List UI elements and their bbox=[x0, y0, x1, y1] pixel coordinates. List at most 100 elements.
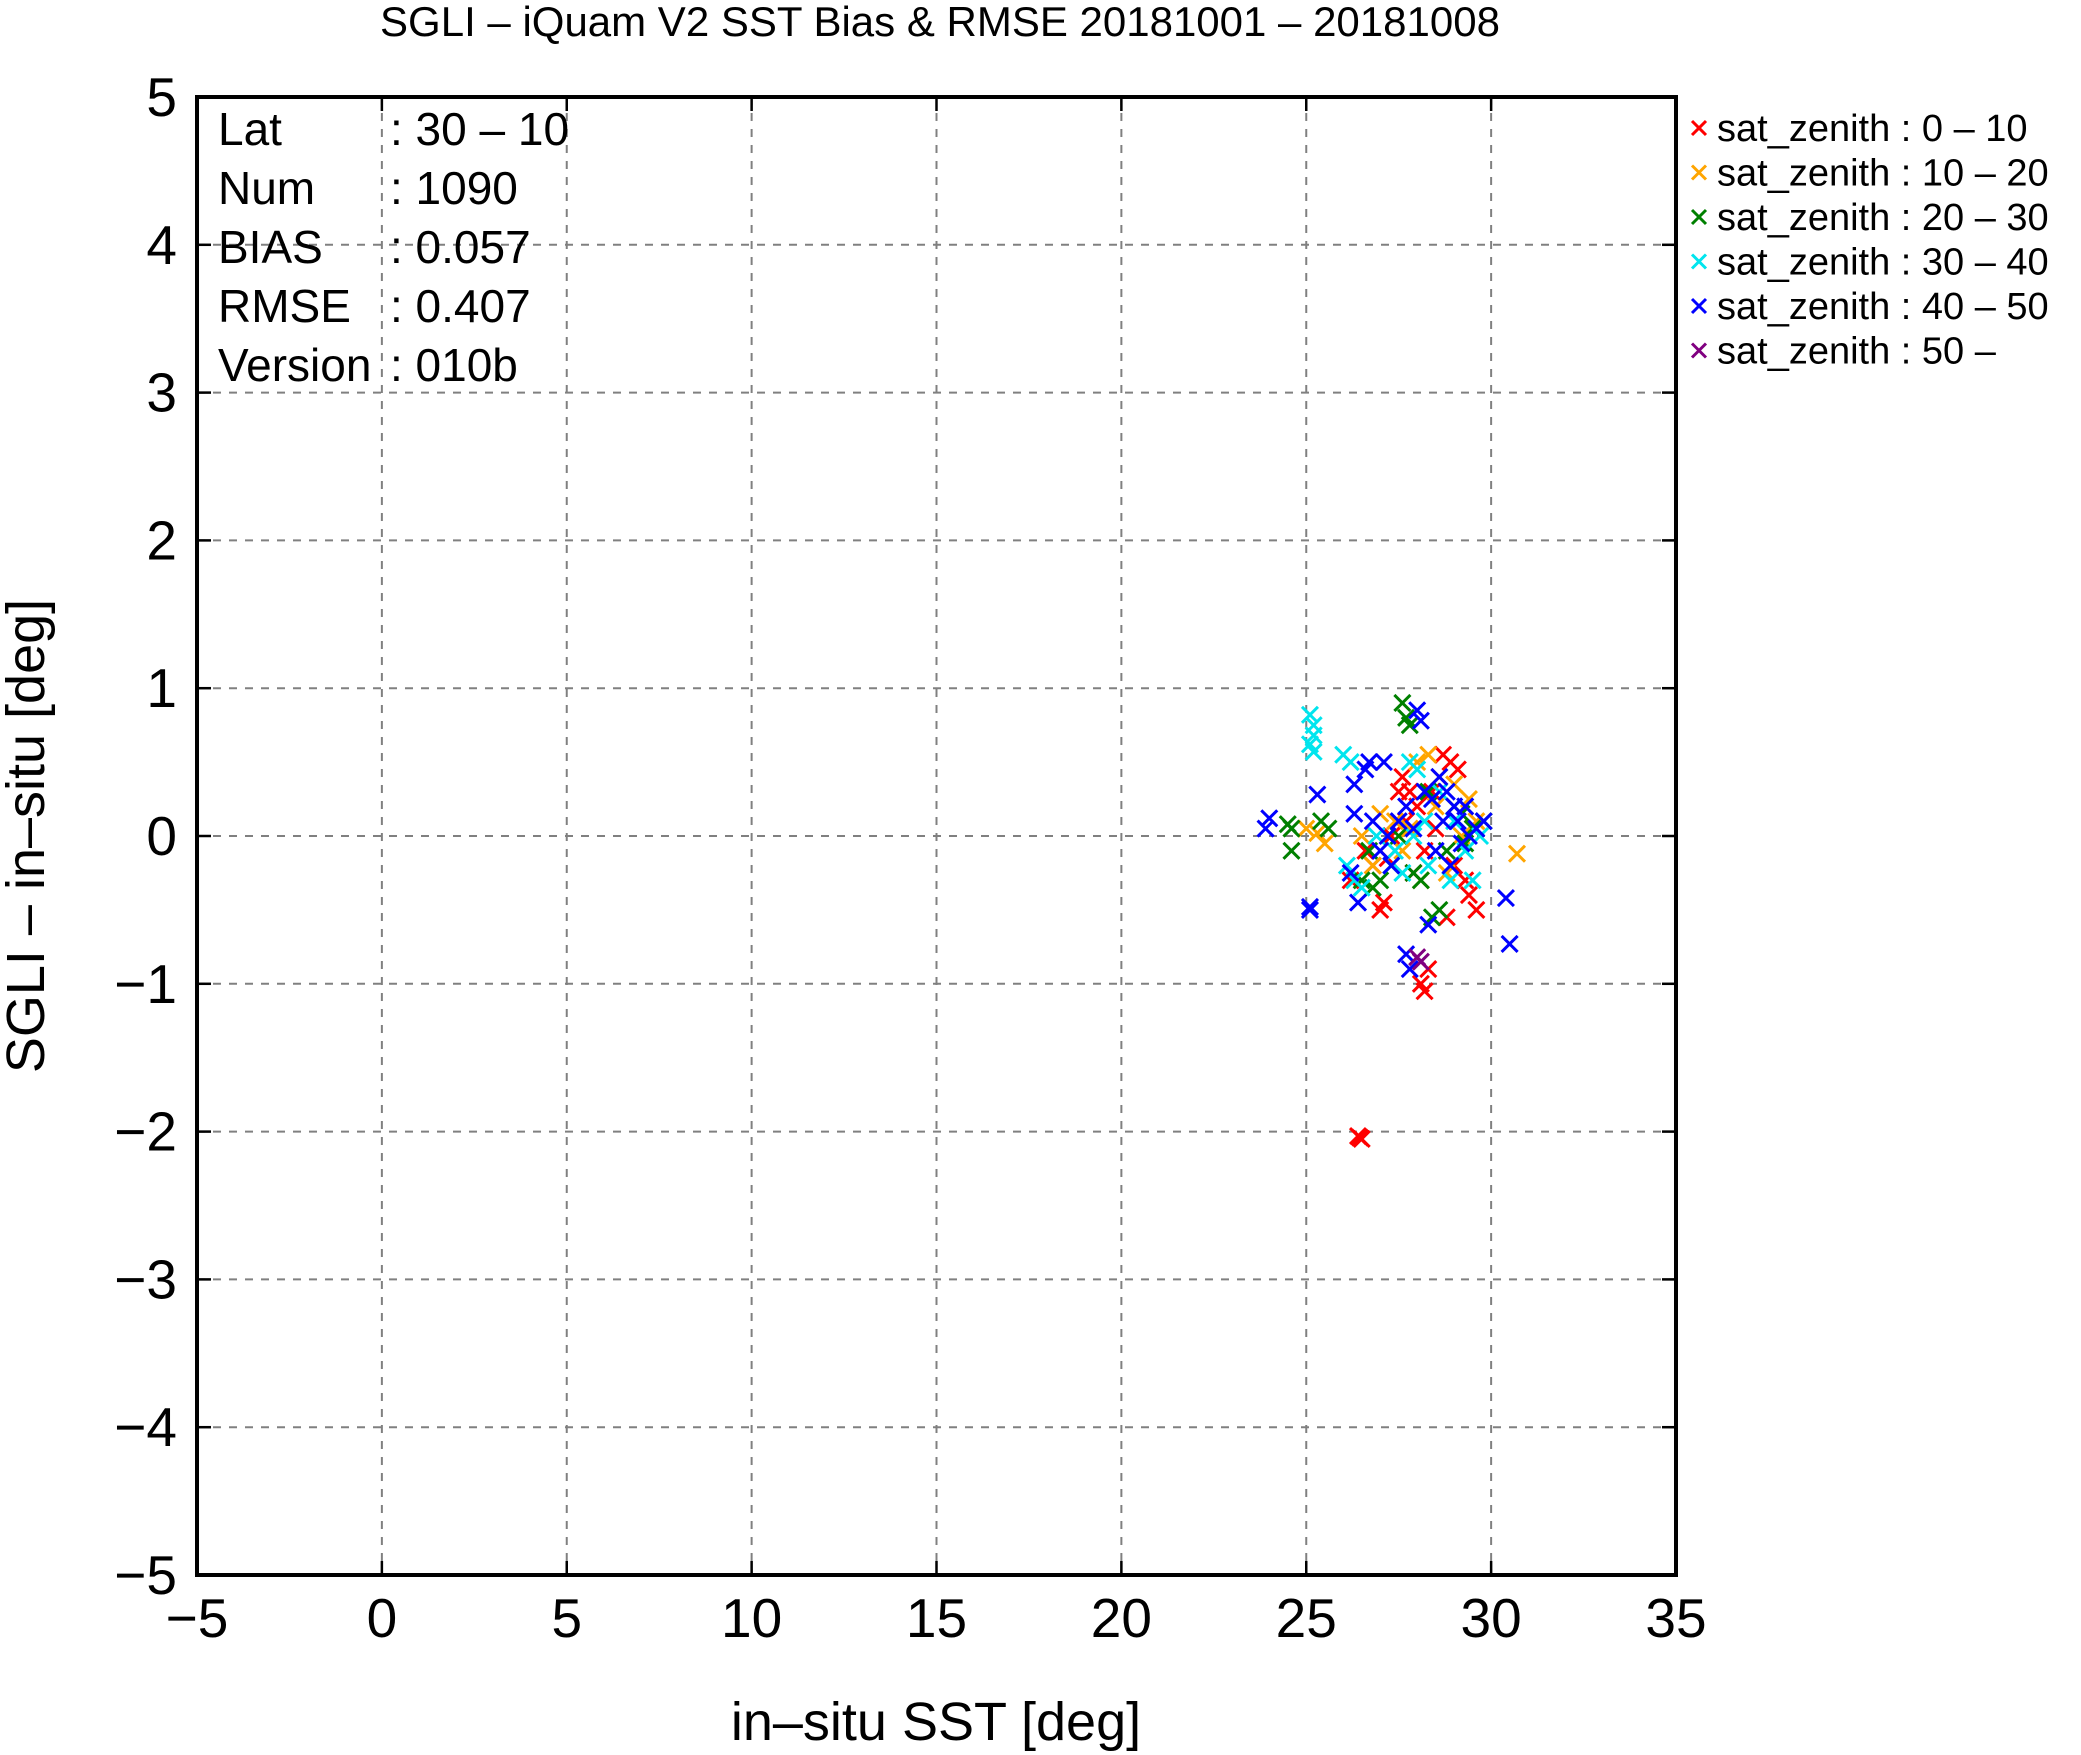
x-tick-label: 25 bbox=[1276, 1587, 1337, 1649]
data-point bbox=[1437, 782, 1456, 801]
data-point bbox=[1393, 693, 1412, 713]
y-tick-label: 0 bbox=[146, 805, 177, 867]
legend-marker bbox=[1690, 119, 1708, 137]
data-point bbox=[1408, 701, 1427, 720]
data-point bbox=[1467, 900, 1486, 919]
data-point bbox=[1260, 809, 1279, 828]
data-point bbox=[1397, 797, 1416, 816]
legend-label: sat_zenith : 50 – bbox=[1717, 331, 1997, 373]
y-tick-label: 2 bbox=[146, 509, 177, 571]
x-tick-label: 10 bbox=[721, 1587, 782, 1649]
x-tick-label: 35 bbox=[1645, 1587, 1706, 1649]
data-point bbox=[1430, 767, 1449, 786]
data-point bbox=[1319, 819, 1338, 838]
y-tick-label: 3 bbox=[146, 362, 177, 424]
x-axis-label: in–situ SST [deg] bbox=[731, 1692, 1141, 1752]
data-point bbox=[1300, 705, 1320, 724]
data-point bbox=[1282, 841, 1301, 860]
data-point bbox=[1441, 871, 1460, 890]
data-point bbox=[1363, 856, 1382, 875]
data-point bbox=[1378, 826, 1397, 846]
x-tick-labels: −5 0 5 10 15 20 25 30 35 bbox=[166, 1587, 1707, 1649]
legend-label: sat_zenith : 0 – 10 bbox=[1717, 108, 2028, 150]
data-point bbox=[1352, 826, 1371, 846]
data-point bbox=[1448, 760, 1467, 779]
x-tick-label: 30 bbox=[1461, 1587, 1522, 1649]
data-point bbox=[1426, 841, 1445, 860]
data-point bbox=[1448, 812, 1467, 831]
data-point bbox=[1308, 823, 1327, 843]
legend-marker bbox=[1690, 342, 1708, 359]
stat-label: Lat bbox=[218, 103, 282, 155]
data-point bbox=[1404, 819, 1423, 838]
data-point bbox=[1389, 812, 1408, 831]
stat-value: : 0.407 bbox=[390, 280, 531, 332]
data-point bbox=[1419, 915, 1438, 934]
data-point bbox=[1408, 753, 1427, 772]
legend-label: sat_zenith : 10 – 20 bbox=[1717, 153, 2049, 195]
data-point bbox=[1459, 886, 1479, 905]
data-point bbox=[1371, 841, 1390, 860]
x-tick-label: −5 bbox=[166, 1587, 229, 1649]
plot-frame bbox=[195, 95, 1678, 1577]
series-5 bbox=[1256, 701, 1519, 979]
legend-marker bbox=[1690, 297, 1708, 315]
data-point bbox=[1415, 812, 1434, 831]
data-point bbox=[1385, 841, 1405, 860]
stat-value: : 010b bbox=[390, 339, 518, 391]
y-tick-label: −4 bbox=[114, 1396, 177, 1458]
y-tick-label: 1 bbox=[146, 657, 177, 719]
stat-value: : 0.057 bbox=[390, 221, 531, 273]
legend-marker bbox=[1690, 208, 1708, 226]
data-point bbox=[1345, 775, 1364, 794]
legend-marker bbox=[1690, 253, 1708, 270]
stat-value: : 30 – 10 bbox=[390, 103, 569, 155]
stat-label: Num bbox=[218, 162, 315, 214]
legend-label: sat_zenith : 20 – 30 bbox=[1717, 197, 2049, 239]
data-point bbox=[1374, 893, 1393, 912]
y-tick-label: 5 bbox=[146, 66, 177, 128]
x-tick-label: 5 bbox=[551, 1587, 582, 1649]
data-point bbox=[1474, 812, 1493, 831]
data-point bbox=[1507, 844, 1527, 863]
data-point bbox=[1382, 826, 1401, 846]
data-point bbox=[1400, 753, 1419, 772]
stat-label: Version bbox=[218, 339, 371, 391]
data-point bbox=[1433, 812, 1453, 831]
stat-value: : 1090 bbox=[390, 162, 518, 214]
data-point bbox=[1397, 945, 1416, 964]
data-point bbox=[1411, 952, 1430, 971]
data-point bbox=[1304, 742, 1323, 761]
data-point bbox=[1463, 871, 1482, 890]
data-point bbox=[1300, 900, 1320, 919]
stat-label: BIAS bbox=[218, 221, 323, 273]
stats-box: Lat : 30 – 10 Num : 1090 BIAS : 0.057 RMSE : 0.… bbox=[218, 103, 569, 391]
data-point bbox=[1341, 863, 1360, 883]
data-point bbox=[1422, 789, 1442, 809]
data-point bbox=[1400, 716, 1419, 735]
y-tick-label: −1 bbox=[114, 953, 177, 1015]
series-6 bbox=[1408, 948, 1430, 971]
y-tick-label: −3 bbox=[114, 1248, 177, 1310]
grid-lines bbox=[197, 97, 1676, 1575]
data-point bbox=[1341, 753, 1360, 772]
data-point bbox=[1422, 782, 1442, 801]
y-axis-label: SGLI – in–situ [deg] bbox=[0, 599, 56, 1073]
data-point bbox=[1393, 863, 1412, 883]
data-point bbox=[1297, 819, 1316, 838]
y-tick-label: −5 bbox=[114, 1544, 177, 1606]
data-points bbox=[1256, 693, 1527, 1149]
y-tick-label: 4 bbox=[146, 214, 177, 276]
data-point bbox=[1374, 753, 1393, 772]
data-point bbox=[1256, 819, 1275, 838]
data-point bbox=[1300, 897, 1320, 917]
data-point bbox=[1345, 804, 1364, 823]
data-point bbox=[1411, 974, 1430, 993]
stat-label: RMSE bbox=[218, 280, 351, 332]
data-point bbox=[1456, 871, 1475, 890]
legend-label: sat_zenith : 30 – 40 bbox=[1717, 242, 2049, 284]
data-point bbox=[1500, 934, 1519, 953]
data-point bbox=[1360, 753, 1379, 772]
